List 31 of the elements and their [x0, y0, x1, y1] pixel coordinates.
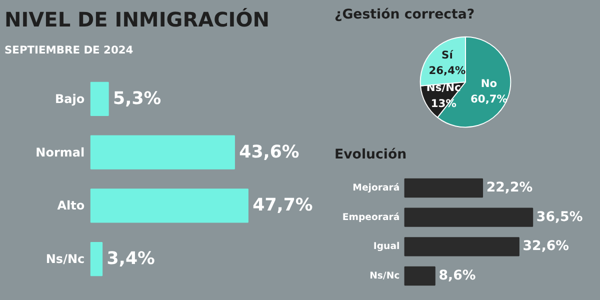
y-tick-label: Normal — [36, 145, 85, 160]
data-label: 43,6% — [239, 142, 300, 162]
bar — [404, 237, 520, 256]
bar — [404, 266, 436, 286]
chart-title: Evolución — [334, 148, 407, 162]
data-label: 47,7% — [252, 196, 313, 216]
data-label: 36,5% — [536, 210, 583, 225]
y-tick-label: Alto — [57, 198, 85, 213]
bar — [90, 242, 103, 276]
y-tick-label: Empeorará — [342, 212, 400, 223]
slice-label: No — [480, 77, 498, 90]
data-label: 60,7% — [470, 92, 508, 106]
y-tick-label: Ns/Nc — [370, 270, 400, 282]
bar — [404, 208, 534, 227]
bar — [90, 82, 109, 116]
bar — [90, 188, 248, 223]
data-label: 3,4% — [106, 249, 155, 270]
y-tick-label: Bajo — [55, 92, 85, 106]
chart-title: NIVEL DE INMIGRACIÓN — [4, 8, 270, 32]
data-label: 32,6% — [522, 239, 570, 254]
bar — [90, 135, 235, 170]
text: SEPTIEMBRE DE 2024 — [4, 44, 134, 56]
y-tick-label: Ns/Nc — [46, 252, 85, 266]
y-tick-label: Mejorará — [352, 182, 400, 194]
data-label: 8,6% — [438, 268, 476, 284]
data-label: 5,3% — [113, 88, 162, 109]
slice-label: Sí — [442, 48, 454, 62]
bar — [404, 178, 484, 198]
chart-title: ¿Gestión correcta? — [334, 8, 475, 22]
data-label: 22,2% — [486, 180, 533, 196]
y-tick-label: Igual — [373, 241, 400, 252]
